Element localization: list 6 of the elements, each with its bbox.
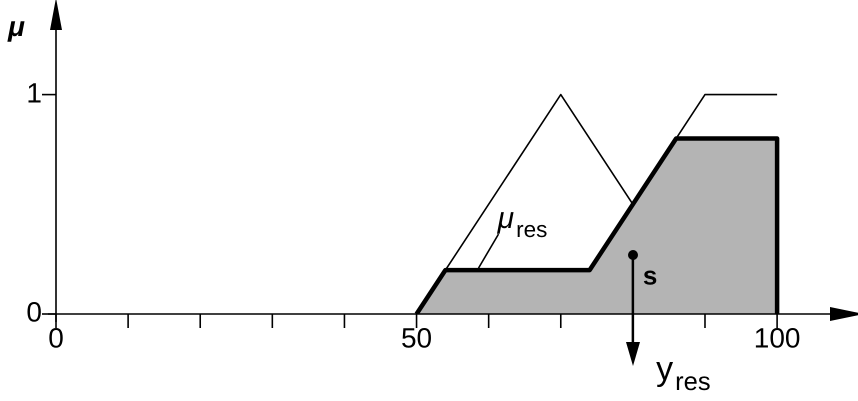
y-tick-label: 1 bbox=[26, 77, 42, 108]
y-axis-title: μ bbox=[7, 11, 25, 42]
x-tick-label: 0 bbox=[48, 322, 64, 354]
x-tick-label: 50 bbox=[400, 322, 432, 354]
ref-line-label: s bbox=[642, 260, 658, 290]
x-tick-label: 100 bbox=[754, 322, 800, 354]
